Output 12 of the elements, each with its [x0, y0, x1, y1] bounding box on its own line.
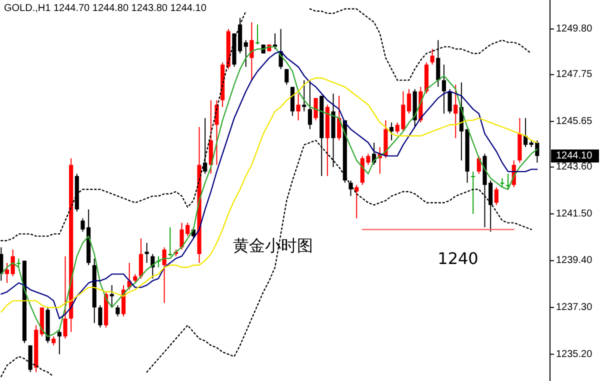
text: 1244.10: [556, 150, 593, 162]
chart-title: GOLD.,H1 1244.70 1244.80 1243.80 1244.10: [4, 3, 207, 14]
y-tick-label: 1237.30: [556, 302, 593, 313]
y-tick-label: 1247.75: [556, 69, 593, 80]
y-tick-label: 1235.20: [556, 348, 593, 360]
annotation: 1240: [438, 249, 478, 268]
y-tick-label: 1241.50: [556, 208, 593, 220]
y-tick-label: 1245.65: [556, 116, 593, 127]
annotation: 黄金小时图: [233, 236, 313, 255]
y-tick-label: 1239.40: [556, 255, 593, 266]
y-tick-label: 1243.60: [556, 162, 593, 173]
y-tick-label: 1249.80: [556, 23, 593, 34]
